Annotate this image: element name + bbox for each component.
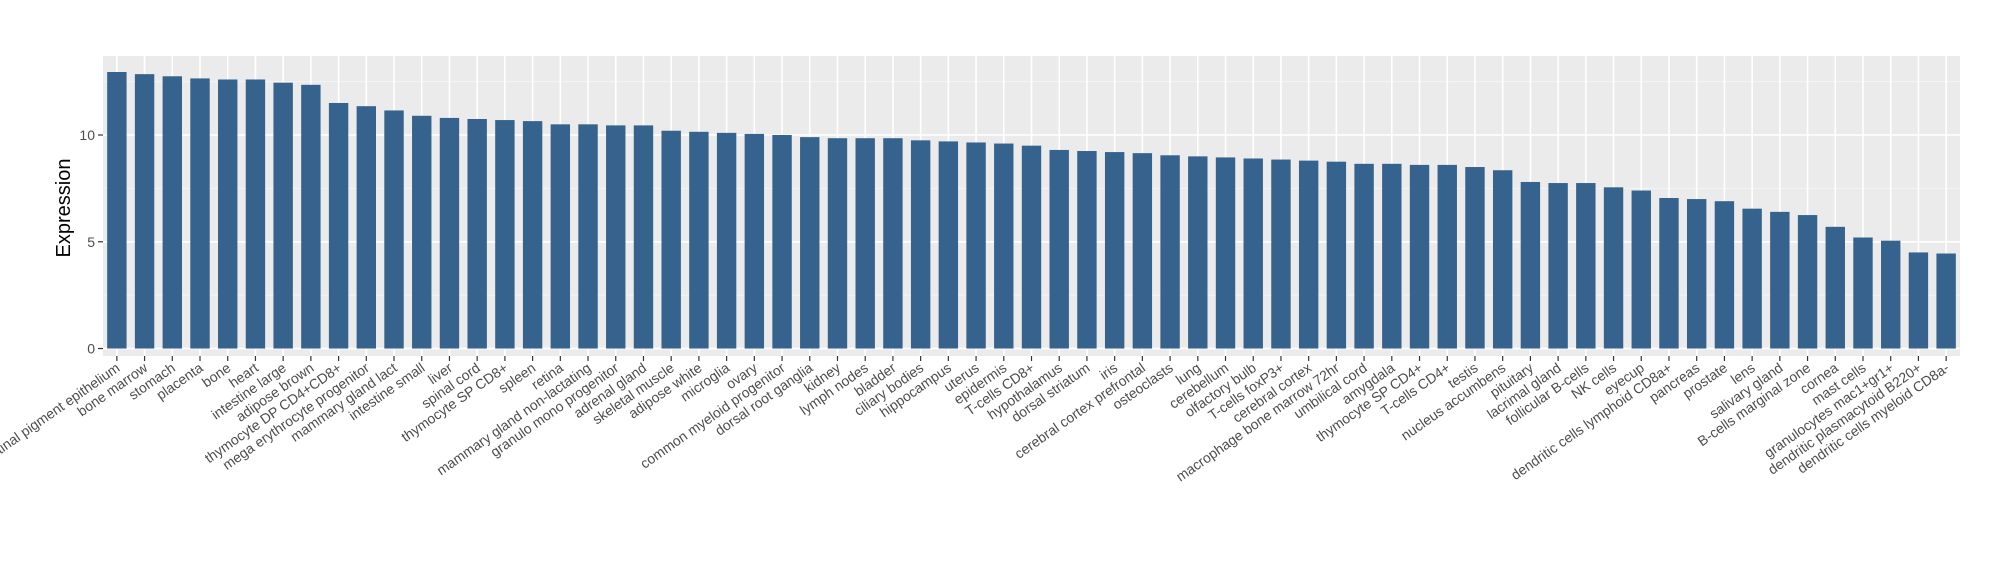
bar [966,142,986,349]
bar [301,84,321,349]
bar [938,141,959,349]
bar [384,110,404,349]
bar [1271,159,1291,349]
bar [883,138,903,349]
bar [1104,152,1125,349]
bar [633,125,654,349]
bar [356,106,377,349]
bar [107,72,127,349]
bar [1603,187,1624,349]
bar [1354,163,1374,349]
bar [1188,156,1208,349]
bar [1936,253,1956,349]
bar [1437,164,1457,349]
bar [245,79,266,349]
bar [661,130,681,349]
y-tick-label: 10 [79,127,95,143]
bar [1326,161,1347,349]
x-tick-label: retinal pigment epithelium [0,359,123,464]
bar [273,82,293,349]
bar [522,121,543,349]
bar [1409,164,1430,349]
bar [689,131,709,349]
bar [910,140,931,349]
bar [1881,240,1901,349]
bar [1160,155,1180,349]
bar [716,132,737,349]
bar [550,124,571,349]
bars [107,72,1956,349]
bar [1021,145,1042,349]
bar [1659,197,1679,349]
bar [1382,163,1402,349]
bar [162,76,182,349]
bar [467,118,487,349]
bar [1215,157,1236,349]
y-tick-label: 5 [87,234,95,250]
bar [1465,167,1485,349]
bar [1631,190,1651,349]
y-axis: 0 5 10 [79,127,103,357]
bar [800,137,820,349]
bar [1492,170,1513,349]
bar [994,143,1014,349]
bar [439,117,460,349]
bar [1077,151,1097,349]
bar [1520,181,1541,349]
bar [495,120,515,349]
bar [1908,252,1929,349]
bar [578,124,598,349]
bar [1243,158,1263,349]
bar [1298,160,1319,349]
bar [1770,211,1790,349]
bar [190,78,210,349]
bar [1797,215,1818,349]
bar [1742,208,1762,349]
bar [1714,201,1735,349]
y-tick-label: 0 [87,341,95,357]
bar [1132,153,1153,349]
bar [1049,149,1069,349]
y-axis-title: Expression [53,159,75,258]
bar [744,133,765,349]
bar [1576,183,1596,349]
bar [1686,199,1707,349]
bar [412,115,432,349]
bar [827,138,848,349]
bar [606,125,626,349]
bar [855,138,875,349]
bar [134,74,155,349]
bar [328,102,349,349]
bar [1853,237,1873,349]
bar [772,135,792,349]
bar [1548,183,1568,349]
bar [1825,226,1845,349]
bar [218,79,238,349]
